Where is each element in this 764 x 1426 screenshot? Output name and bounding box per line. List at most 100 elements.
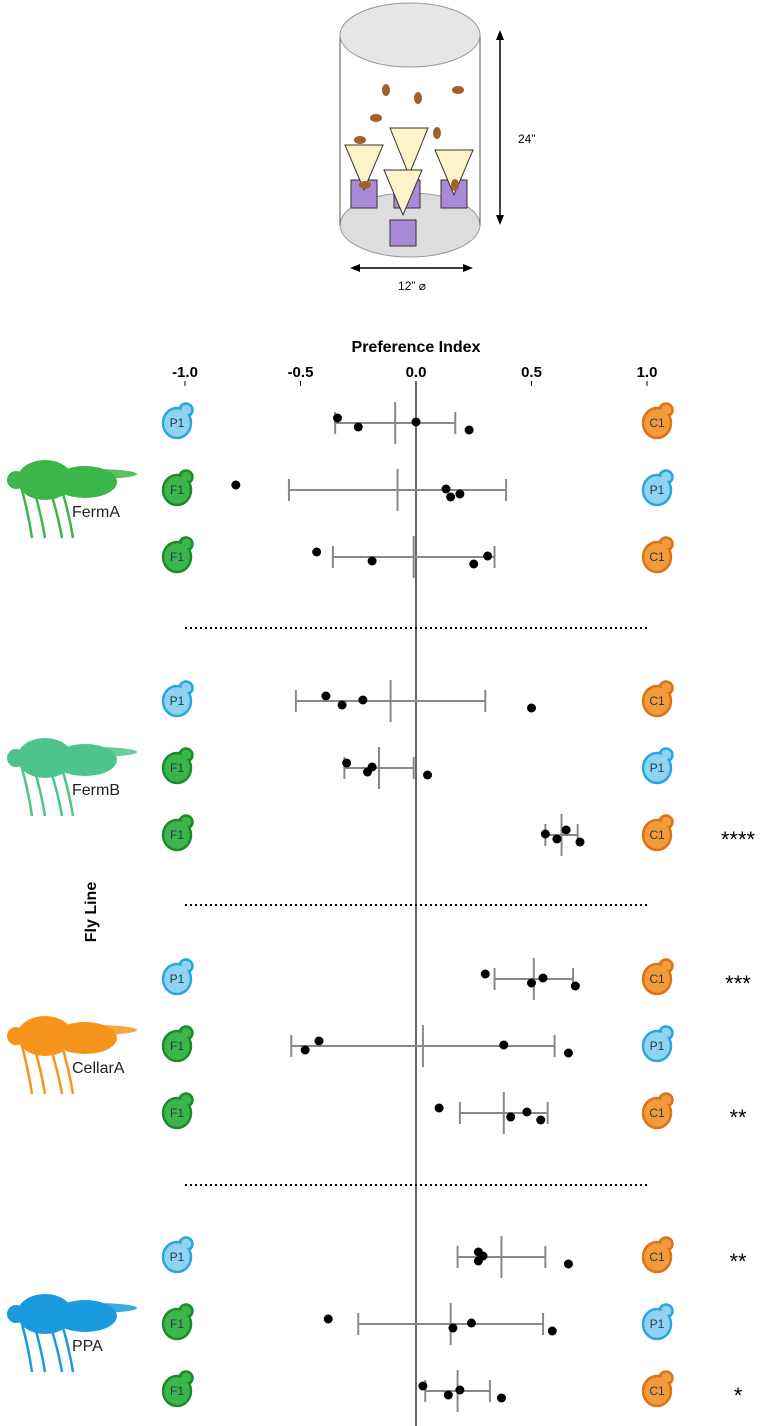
data-point (321, 691, 331, 701)
token-bump-fill (661, 1239, 671, 1249)
token: F1 (161, 1025, 194, 1063)
fly-head (7, 1027, 25, 1045)
fly-label: FermB (72, 782, 120, 799)
token-label: F1 (170, 1384, 184, 1398)
token-bump-fill (661, 539, 671, 549)
token: P1 (161, 402, 194, 440)
token-label: P1 (170, 972, 185, 986)
token: P1 (161, 958, 194, 996)
token-label: C1 (649, 694, 665, 708)
token-bump-fill (661, 1095, 671, 1105)
fly-wing (53, 469, 137, 479)
token: F1 (161, 536, 194, 574)
token: C1 (641, 1236, 674, 1274)
x-tick-label: 0.5 (521, 364, 542, 381)
data-point (499, 1040, 509, 1050)
data-point (561, 825, 571, 835)
x-axis-title: Preference Index (352, 339, 481, 356)
data-point (570, 981, 580, 991)
token: F1 (161, 747, 194, 785)
token-body (641, 406, 673, 440)
token-label: P1 (650, 1039, 665, 1053)
token-bump-fill (661, 683, 671, 693)
data-point (540, 829, 550, 839)
token-body (641, 684, 673, 718)
data-point (552, 834, 562, 844)
data-point (446, 492, 456, 502)
token-label: C1 (649, 1106, 665, 1120)
token: F1 (161, 469, 194, 507)
token-bump-fill (181, 1028, 191, 1038)
token-body (641, 751, 673, 785)
data-point (575, 837, 585, 847)
data-point (496, 1393, 506, 1403)
data-point (443, 1390, 453, 1400)
token: F1 (161, 814, 194, 852)
token: C1 (641, 814, 674, 852)
x-tick-label: 0.0 (406, 364, 427, 381)
token: F1 (161, 1092, 194, 1130)
data-point (547, 1326, 557, 1336)
token: C1 (641, 1092, 674, 1130)
token-label: P1 (650, 1317, 665, 1331)
funnels (344, 127, 474, 217)
token-label: F1 (170, 1106, 184, 1120)
y-axis-title: Fly Line (83, 882, 100, 943)
data-point (455, 489, 465, 499)
token-body (161, 1240, 193, 1274)
token-label: F1 (170, 828, 184, 842)
token-label: P1 (170, 694, 185, 708)
token-body (161, 540, 193, 574)
arrow-head (463, 264, 473, 272)
token-label: F1 (170, 1317, 184, 1331)
token-label: P1 (650, 483, 665, 497)
data-point (466, 1318, 476, 1328)
fly-wing (53, 747, 137, 757)
data-point (312, 547, 322, 557)
token-body (641, 818, 673, 852)
token-bump-fill (181, 472, 191, 482)
token: F1 (161, 1370, 194, 1408)
token-label: C1 (649, 416, 665, 430)
significance: ** (729, 1105, 747, 1130)
data-point (455, 1385, 465, 1395)
token-body (161, 962, 193, 996)
data-point (506, 1112, 516, 1122)
token-bump-fill (661, 961, 671, 971)
token: P1 (641, 1025, 674, 1063)
token-body (641, 1240, 673, 1274)
token-body (161, 473, 193, 507)
data-point (323, 1314, 333, 1324)
token: C1 (641, 680, 674, 718)
token-bump-fill (181, 1373, 191, 1383)
arrow-head (496, 30, 504, 40)
significance: ** (729, 1249, 747, 1274)
token-body (161, 1374, 193, 1408)
token-bump-fill (181, 539, 191, 549)
data-point (300, 1045, 310, 1055)
apparatus: 24” 12” ⌀ (339, 2, 535, 293)
token-body (641, 1029, 673, 1063)
token-body (641, 962, 673, 996)
token-bump-fill (181, 750, 191, 760)
token-body (641, 1096, 673, 1130)
token-label: P1 (170, 1250, 185, 1264)
token-label: F1 (170, 1039, 184, 1053)
fly-head (7, 471, 25, 489)
data-point (314, 1036, 324, 1046)
token-body (161, 684, 193, 718)
data-point (464, 425, 474, 435)
token: F1 (161, 1303, 194, 1341)
fly-label: FermA (72, 504, 120, 521)
token-bump-fill (661, 1028, 671, 1038)
token-label: F1 (170, 761, 184, 775)
token: P1 (641, 747, 674, 785)
token-bump-fill (661, 472, 671, 482)
token-bump-fill (661, 1306, 671, 1316)
data-point (538, 973, 548, 983)
token-bump-fill (661, 817, 671, 827)
data-point (483, 551, 493, 561)
data-point (332, 413, 342, 423)
data-point (337, 700, 347, 710)
token-bump-fill (661, 405, 671, 415)
